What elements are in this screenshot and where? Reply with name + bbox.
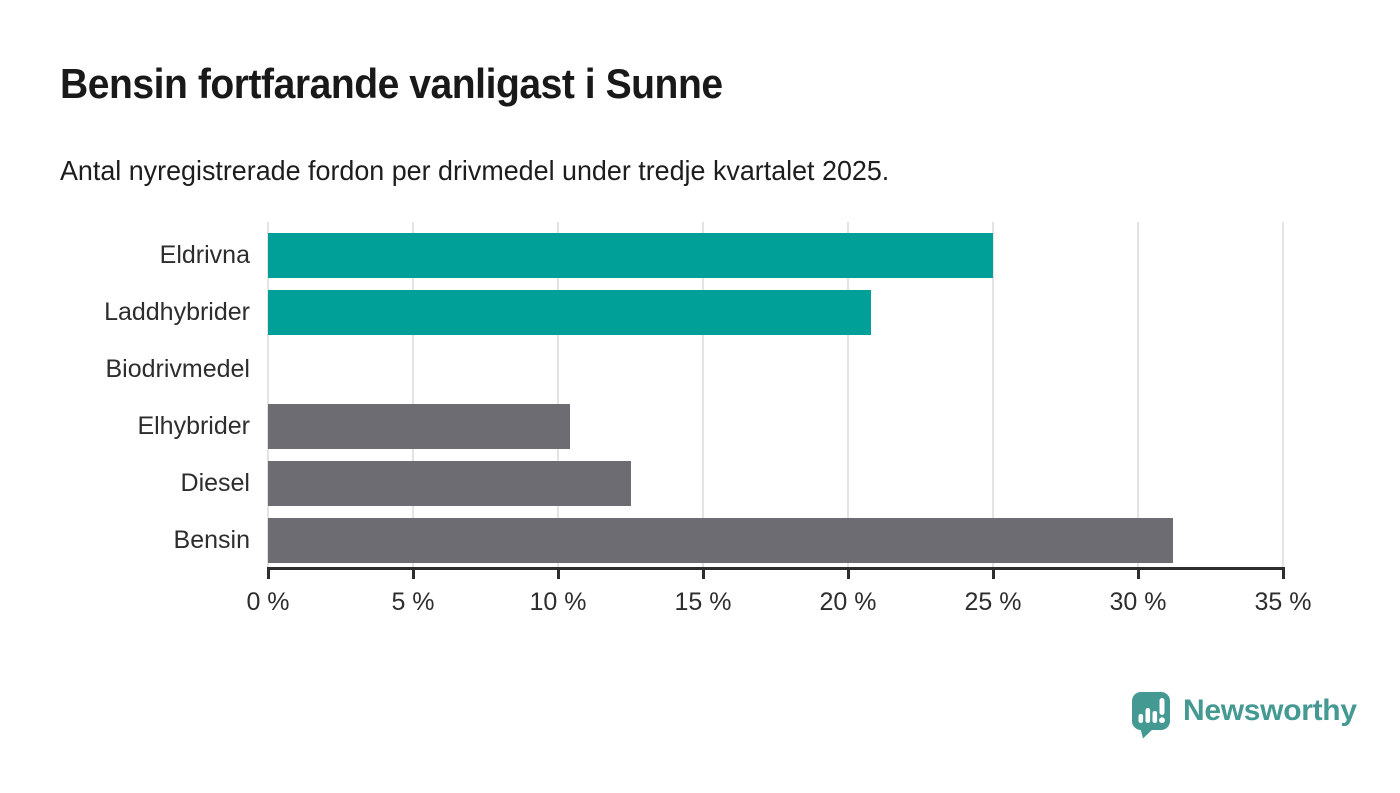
newsworthy-logo-text: Newsworthy [1183, 693, 1357, 727]
x-axis-tick-label: 20 % [819, 588, 877, 616]
x-axis-tick-label: 25 % [964, 588, 1022, 616]
bar-laddhybrider [268, 290, 872, 335]
category-label: Elhybrider [137, 412, 250, 440]
category-label: Diesel [180, 469, 250, 497]
bar-bensin [268, 518, 1173, 563]
bar-elhybrider [268, 404, 570, 449]
gridline [847, 222, 849, 567]
x-axis-tick [1281, 570, 1285, 579]
x-axis-tick-label: 10 % [529, 588, 587, 616]
x-axis-tick-label: 35 % [1254, 588, 1312, 616]
bar-eldrivna [268, 233, 993, 278]
category-label: Laddhybrider [104, 298, 250, 326]
category-label: Eldrivna [159, 241, 250, 269]
x-axis-tick [991, 570, 995, 579]
x-axis-tick [411, 570, 415, 579]
category-label: Bensin [173, 526, 250, 554]
gridline [412, 222, 414, 567]
bar-diesel [268, 461, 631, 506]
newsworthy-logo: Newsworthy [1128, 690, 1357, 739]
x-axis-tick [556, 570, 560, 579]
x-axis-tick-label: 30 % [1109, 588, 1167, 616]
bar-chart-plot-area: Eldrivna Laddhybrider Biodrivmedel Elhybrid… [104, 222, 1311, 616]
gridline [267, 222, 269, 567]
x-axis-tick-label: 15 % [674, 588, 732, 616]
gridline [702, 222, 704, 567]
x-axis-tick-label: 0 % [246, 588, 290, 616]
gridline [992, 222, 994, 567]
chart-subtitle: Antal nyregistrerade fordon per drivmede… [60, 155, 890, 186]
x-axis-tick [846, 570, 850, 579]
x-axis-tick [1136, 570, 1140, 579]
gridline [557, 222, 559, 567]
gridline [1137, 222, 1139, 567]
category-label: Biodrivmedel [105, 355, 250, 383]
newsworthy-logo-icon [1132, 692, 1170, 739]
x-axis-tick [701, 570, 705, 579]
x-axis-tick [266, 570, 270, 579]
gridline [1282, 222, 1284, 567]
chart-title: Bensin fortfarande vanligast i Sunne [60, 60, 723, 107]
x-axis-line [267, 567, 1285, 570]
x-axis-tick-label: 5 % [391, 588, 435, 616]
